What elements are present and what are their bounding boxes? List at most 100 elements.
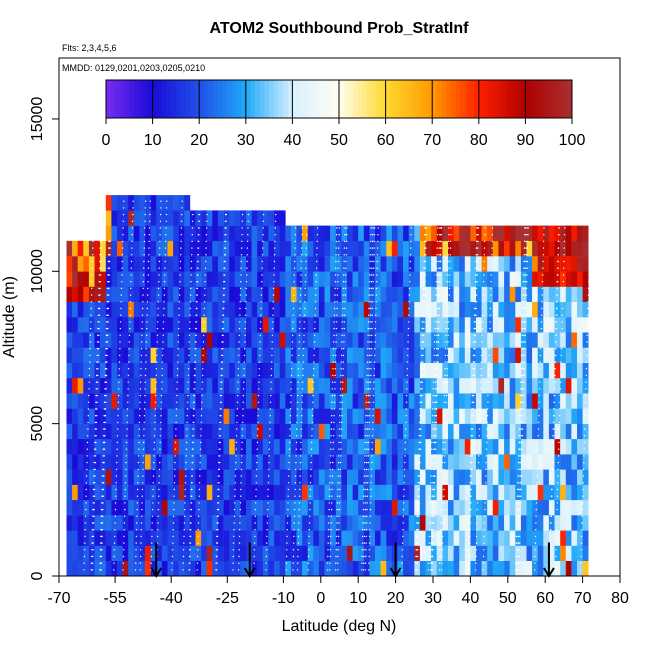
- track-point: [445, 415, 447, 417]
- heatmap-cell: [274, 225, 280, 242]
- heatmap-cell: [419, 408, 426, 424]
- heatmap-cell: [173, 530, 179, 546]
- heatmap-cell: [560, 286, 567, 302]
- track-point: [140, 374, 142, 377]
- heatmap-cell: [195, 347, 202, 363]
- heatmap-cell: [285, 332, 292, 348]
- track-point: [99, 240, 102, 243]
- track-point: [108, 260, 111, 263]
- track-point: [100, 569, 102, 571]
- track-point: [198, 515, 200, 517]
- heatmap-cell: [268, 301, 275, 318]
- track-point: [294, 495, 296, 497]
- heatmap-cell: [565, 560, 572, 577]
- track-point: [158, 274, 160, 276]
- track-point: [196, 562, 199, 564]
- track-point: [148, 227, 151, 229]
- track-point: [439, 562, 441, 564]
- track-point: [540, 334, 542, 336]
- track-point: [186, 421, 188, 424]
- track-point: [363, 482, 365, 484]
- track-point: [368, 542, 371, 544]
- heatmap-cell: [554, 225, 561, 242]
- heatmap-cell: [307, 469, 314, 485]
- heatmap-cell: [145, 271, 151, 287]
- heatmap-cell: [442, 530, 449, 546]
- track-point: [178, 327, 180, 330]
- heatmap-cell: [476, 515, 482, 531]
- track-point: [373, 381, 375, 383]
- track-point: [475, 569, 477, 571]
- track-point: [418, 435, 421, 437]
- heatmap-cell: [296, 484, 303, 501]
- track-point: [290, 401, 292, 403]
- track-point: [145, 348, 147, 350]
- track-point: [186, 408, 189, 410]
- track-point: [409, 274, 411, 276]
- heatmap-cell: [257, 438, 264, 455]
- heatmap-cell: [189, 438, 196, 455]
- track-point: [288, 455, 290, 457]
- track-point: [372, 227, 374, 229]
- heatmap-cell: [375, 225, 381, 242]
- track-point: [372, 394, 375, 397]
- heatmap-cell: [565, 286, 572, 302]
- track-point: [442, 502, 445, 504]
- heatmap-cell: [577, 545, 583, 561]
- heatmap-cell: [83, 423, 90, 440]
- track-point: [439, 535, 442, 538]
- track-point: [128, 361, 130, 363]
- track-point: [373, 374, 375, 377]
- heatmap-cell: [161, 377, 168, 394]
- heatmap-cell: [83, 393, 90, 409]
- track-point: [550, 508, 552, 511]
- track-point: [130, 267, 133, 269]
- track-point: [473, 374, 476, 377]
- track-point: [444, 368, 446, 370]
- heatmap-cell: [173, 454, 179, 470]
- heatmap-cell: [330, 271, 336, 287]
- track-point: [84, 535, 86, 538]
- track-point: [95, 388, 98, 390]
- track-point: [518, 562, 520, 564]
- heatmap-cell: [442, 484, 449, 501]
- heatmap-cell: [307, 271, 314, 287]
- heatmap-cell: [363, 438, 370, 455]
- heatmap-cell: [195, 332, 202, 348]
- track-point: [113, 555, 115, 558]
- heatmap-cell: [431, 256, 437, 272]
- heatmap-cell: [257, 271, 264, 287]
- heatmap-cell: [290, 469, 297, 485]
- heatmap-cell: [246, 347, 252, 363]
- heatmap-cell: [178, 210, 185, 226]
- heatmap-cell: [274, 515, 280, 531]
- heatmap-cell: [201, 530, 207, 546]
- heatmap-cell: [526, 469, 533, 485]
- track-point: [521, 314, 524, 316]
- heatmap-cell: [448, 225, 454, 242]
- track-point: [91, 535, 93, 538]
- track-point: [441, 475, 443, 477]
- track-point: [310, 475, 312, 477]
- heatmap-cell: [347, 393, 353, 409]
- track-point: [187, 394, 189, 397]
- heatmap-cell: [257, 393, 264, 409]
- heatmap-cell: [307, 454, 314, 470]
- track-point: [468, 515, 470, 517]
- heatmap-cell: [94, 454, 101, 470]
- track-point: [526, 274, 528, 276]
- heatmap-cell: [262, 317, 269, 333]
- track-point: [417, 529, 419, 531]
- heatmap-cell: [375, 377, 381, 394]
- heatmap-cell: [66, 240, 73, 257]
- track-point: [583, 455, 585, 457]
- track-point: [257, 401, 260, 403]
- track-point: [582, 482, 584, 484]
- track-point: [486, 415, 489, 417]
- track-point: [519, 421, 521, 424]
- heatmap-cell: [217, 423, 224, 440]
- track-point: [184, 495, 186, 497]
- heatmap-cell: [347, 515, 353, 531]
- track-point: [293, 294, 295, 296]
- heatmap-cell: [313, 225, 320, 242]
